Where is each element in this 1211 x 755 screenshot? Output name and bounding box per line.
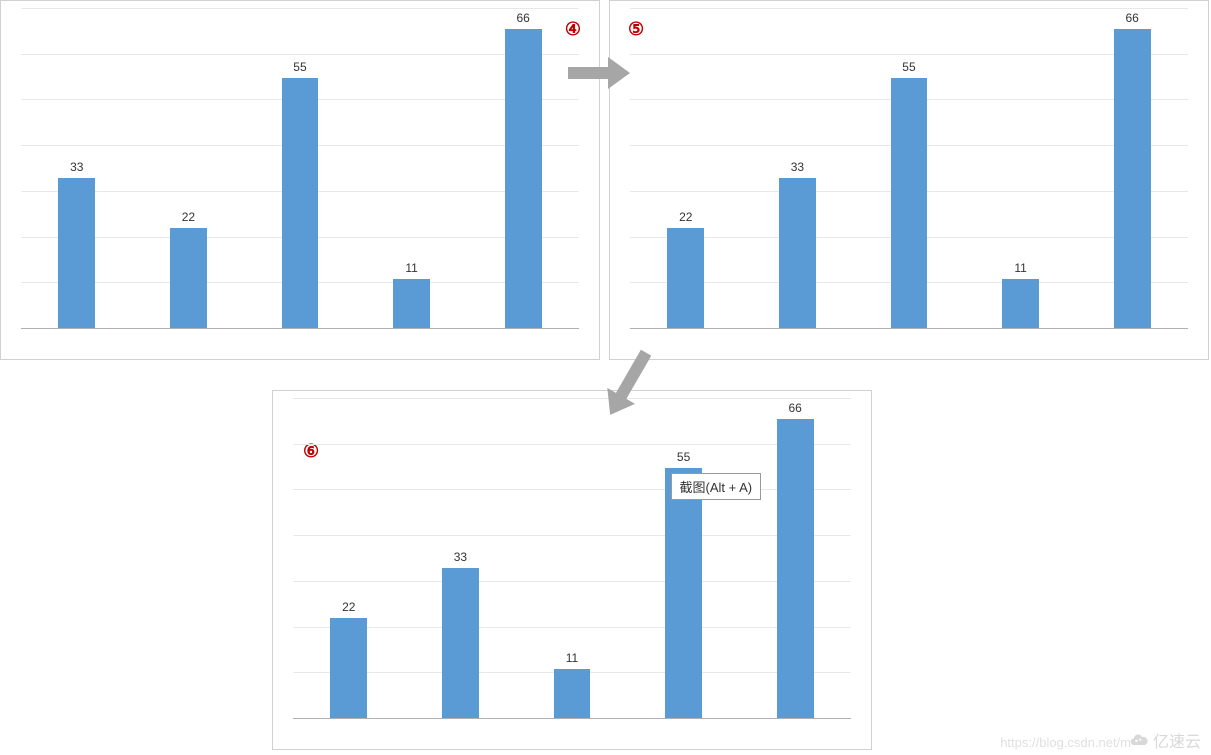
bar-wrap: 22 — [133, 11, 245, 329]
bar — [442, 568, 479, 719]
bar-value-label: 55 — [902, 60, 915, 74]
bar-value-label: 22 — [182, 210, 195, 224]
bar-value-label: 33 — [454, 550, 467, 564]
bar-value-label: 55 — [293, 60, 306, 74]
x-axis-line — [21, 328, 579, 329]
chart-plot-area: 22 33 55 11 66 — [630, 11, 1188, 329]
bar-value-label: 33 — [791, 160, 804, 174]
bar — [667, 228, 704, 329]
bar-wrap: 11 — [356, 11, 468, 329]
bar-value-label: 11 — [566, 651, 578, 665]
bar-wrap: 55 — [244, 11, 356, 329]
bar-value-label: 22 — [342, 600, 355, 614]
chart-panel-5: ⑤ 2233551166 — [609, 0, 1209, 360]
bar-wrap: 55 — [628, 401, 740, 719]
x-axis-line — [293, 718, 851, 719]
bar — [1114, 29, 1151, 329]
bar-value-label: 66 — [788, 401, 801, 415]
chart-plot-area: 22 33 11 55 66 — [293, 401, 851, 719]
bar — [170, 228, 207, 329]
chart-panel-4: ④ 3322551166 — [0, 0, 600, 360]
arrow-4-to-5 — [568, 55, 630, 96]
bar — [779, 178, 816, 329]
gridline — [630, 8, 1188, 9]
bar-value-label: 66 — [516, 11, 529, 25]
bar — [505, 29, 542, 329]
bar — [282, 78, 319, 329]
chart-plot-area: 33 22 55 11 66 — [21, 11, 579, 329]
bar-value-label: 11 — [1014, 261, 1026, 275]
bars-container: 22 33 11 55 66 — [293, 401, 851, 719]
bar-wrap: 66 — [467, 11, 579, 329]
bar-value-label: 22 — [679, 210, 692, 224]
bar-value-label: 11 — [405, 261, 417, 275]
bar-wrap: 22 — [630, 11, 742, 329]
bar-wrap: 55 — [853, 11, 965, 329]
bar — [554, 669, 591, 719]
watermark-logo-text: 亿速云 — [1153, 728, 1201, 752]
bars-container: 33 22 55 11 66 — [21, 11, 579, 329]
gridline — [293, 398, 851, 399]
bar — [330, 618, 367, 719]
bars-container: 22 33 55 11 66 — [630, 11, 1188, 329]
bar-wrap: 33 — [21, 11, 133, 329]
bar-wrap: 66 — [739, 401, 851, 719]
bar-value-label: 33 — [70, 160, 83, 174]
chart-panel-6: ⑥ 2233115566 截图(Alt + A) — [272, 390, 872, 750]
bar-value-label: 55 — [677, 450, 690, 464]
x-axis-line — [630, 328, 1188, 329]
bar-wrap: 22 — [293, 401, 405, 719]
watermark-logo: 亿速云 — [1129, 728, 1201, 752]
bar — [1002, 279, 1039, 329]
bar — [58, 178, 95, 329]
bar-value-label: 66 — [1125, 11, 1138, 25]
bar-wrap: 11 — [516, 401, 628, 719]
bar-wrap: 11 — [965, 11, 1077, 329]
screenshot-tooltip: 截图(Alt + A) — [671, 473, 762, 500]
bar — [393, 279, 430, 329]
cloud-icon — [1129, 730, 1149, 750]
watermark-url: https://blog.csdn.net/m — [1000, 735, 1131, 750]
gridline — [21, 8, 579, 9]
bar-wrap: 33 — [742, 11, 854, 329]
bar — [777, 419, 814, 719]
bar-wrap: 66 — [1076, 11, 1188, 329]
bar-wrap: 33 — [405, 401, 517, 719]
bar — [665, 468, 702, 719]
bar — [891, 78, 928, 329]
